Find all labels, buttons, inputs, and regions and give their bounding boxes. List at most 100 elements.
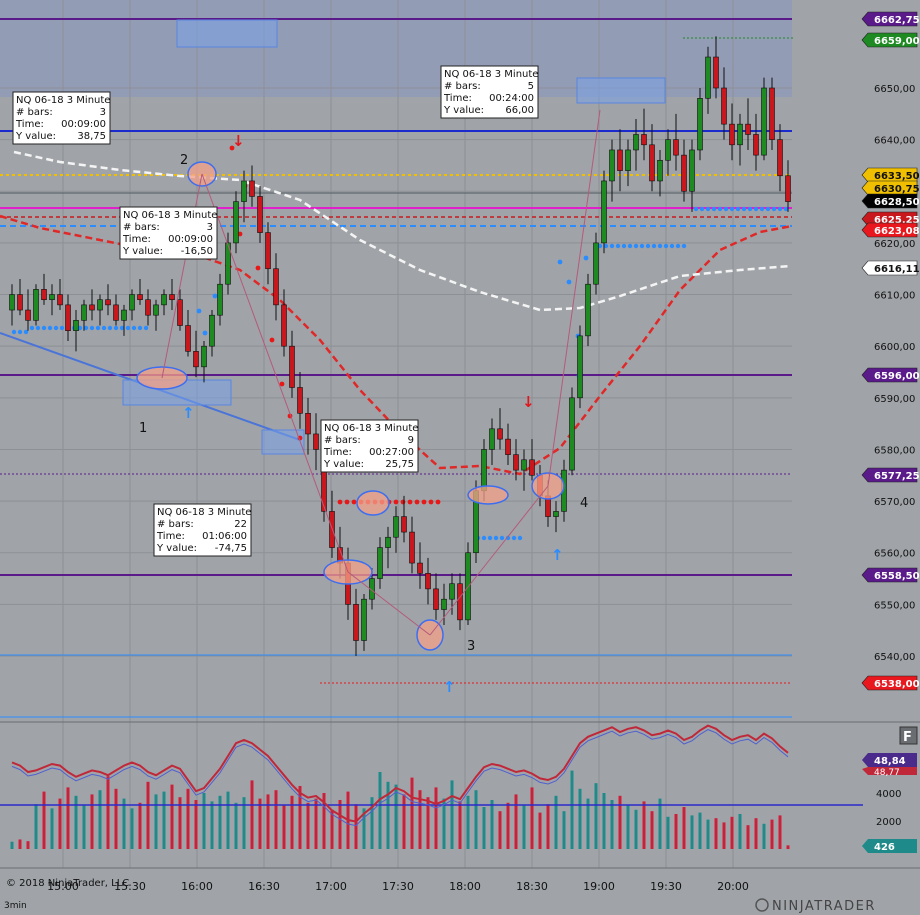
candle-body: [601, 180, 607, 244]
osc-value-label-2: 48,77: [874, 768, 900, 778]
level-price-tag: [861, 567, 918, 583]
candle-body: [17, 294, 23, 311]
measure-key: # bars:: [324, 435, 361, 446]
measure-key: Time:: [323, 447, 352, 458]
candle-body: [377, 547, 383, 579]
stop-dot-blue: [711, 206, 717, 212]
candle-body: [9, 294, 15, 311]
candle-body: [673, 139, 679, 156]
volume-bar: [562, 811, 566, 849]
stop-dot-blue: [723, 206, 729, 212]
candle-body: [577, 335, 583, 399]
candle-body: [145, 299, 151, 316]
candle-body: [89, 304, 95, 311]
stop-dot-blue: [783, 206, 789, 212]
stop-dot-red: [400, 499, 406, 505]
stop-dot-blue: [699, 206, 705, 212]
stop-dot-blue: [125, 325, 131, 331]
candle-body: [105, 299, 111, 306]
volume-bar: [282, 805, 286, 849]
stop-dot-red: [344, 499, 350, 505]
measure-title: NQ 06-18 3 Minute: [444, 69, 538, 80]
volume-bar: [242, 797, 246, 849]
volume-bar: [138, 802, 142, 849]
candle-body: [617, 149, 623, 171]
volume-bar: [202, 793, 206, 849]
candle-body: [569, 397, 575, 471]
stop-dot-blue: [196, 308, 202, 314]
stop-dot-blue: [657, 243, 663, 249]
measure-title: NQ 06-18 3 Minute: [16, 95, 110, 106]
stop-dot-blue: [651, 243, 657, 249]
y-tick-label: 6540,00: [874, 652, 915, 663]
candlestick-series[interactable]: [9, 36, 791, 656]
volume-bar: [594, 783, 598, 849]
candle-body: [665, 139, 671, 161]
y-tick-label: 6580,00: [874, 445, 915, 456]
swing-marker: [467, 485, 509, 505]
measure-value: 00:09:00: [168, 234, 213, 245]
stop-dot-blue: [639, 243, 645, 249]
measure-key: Y value:: [15, 131, 56, 142]
volume-bar: [642, 801, 646, 849]
volume-bar: [722, 822, 726, 849]
volume-bar: [458, 801, 462, 849]
brand-logo-icon: [755, 898, 769, 912]
volume-bar: [186, 788, 190, 849]
volume-bar: [698, 812, 702, 849]
stop-dot-blue: [777, 206, 783, 212]
stop-dot-blue: [53, 325, 59, 331]
level-price-label: 6558,50: [874, 571, 920, 582]
stop-dot-blue: [633, 243, 639, 249]
x-tick-label: 16:00: [181, 880, 213, 893]
volume-bar: [42, 791, 46, 849]
volume-bar: [538, 812, 542, 849]
y-tick-label: 6570,00: [874, 497, 915, 508]
stop-dot-blue: [583, 255, 589, 261]
x-tick-label: 15:00: [47, 880, 79, 893]
volume-bar: [442, 798, 446, 849]
volume-bar: [522, 805, 526, 849]
level-price-label: 6630,75: [874, 184, 920, 195]
y-tick-label: 6590,00: [874, 394, 915, 405]
stop-dot-blue: [759, 206, 765, 212]
stop-dot-blue: [17, 329, 23, 335]
stop-dot-blue: [137, 325, 143, 331]
volume-bar: [274, 790, 278, 849]
volume-bar: [210, 801, 214, 849]
volume-bar: [554, 795, 558, 849]
volume-bar: [354, 804, 358, 849]
copyright-text: © 2018 NinjaTrader, LLC: [6, 878, 129, 889]
candle-body: [737, 123, 743, 146]
volume-bar: [370, 797, 374, 849]
osc-value-tag: [862, 753, 917, 767]
time-axis[interactable]: 15:00 15:30 16:00 16:30 17:00 17:30 18:00 18:30…: [0, 867, 920, 893]
stop-dot-blue: [753, 206, 759, 212]
stop-dot-blue: [681, 243, 687, 249]
level-price-tag: [861, 260, 918, 276]
level-price-label: 6633,50: [874, 171, 920, 182]
measure-box: NQ 06-18 3 Minute# bars: 3 Time: 00:09:00 Y …: [119, 206, 218, 260]
candle-body: [225, 242, 231, 285]
price-axis-bg: [793, 0, 920, 868]
candle-body: [641, 134, 647, 146]
volume-bar: [98, 790, 102, 849]
price-axis[interactable]: 6650,006640,006630,006620,006610,006600,…: [793, 0, 920, 868]
y-tick-label: 6560,00: [874, 549, 915, 560]
candle-body: [409, 531, 415, 564]
volume-bar: [10, 841, 14, 849]
volume-bar: [154, 794, 158, 849]
y-tick-label: 6600,00: [874, 342, 915, 353]
sma-line: [13, 150, 791, 312]
volume-bar: [634, 809, 638, 849]
volume-bar: [218, 795, 222, 849]
level-price-label: 6596,00: [874, 371, 920, 382]
volume-bar: [82, 805, 86, 849]
volume-bar: [362, 808, 366, 849]
volume-bar: [498, 811, 502, 849]
volume-bar: [466, 795, 470, 849]
measure-value: 5: [528, 81, 534, 92]
stop-dot-red: [237, 231, 243, 237]
